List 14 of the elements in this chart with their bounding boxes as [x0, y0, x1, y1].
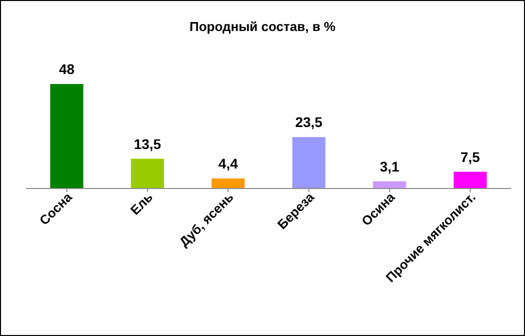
bar: [130, 158, 164, 188]
chart-title: Породный состав, в %: [189, 19, 336, 34]
data-label: 4,4: [218, 155, 238, 172]
bar: [50, 84, 84, 188]
bar: [373, 181, 406, 188]
data-label: 7,5: [460, 148, 480, 165]
bar: [454, 172, 487, 188]
bar: [212, 178, 245, 188]
bar: [292, 137, 326, 188]
data-label: 13,5: [134, 136, 162, 152]
data-label: 48: [58, 61, 75, 77]
x-tick-label: Ель: [127, 190, 156, 218]
data-label: 23,5: [295, 114, 323, 130]
data-label: 3,1: [380, 158, 400, 174]
